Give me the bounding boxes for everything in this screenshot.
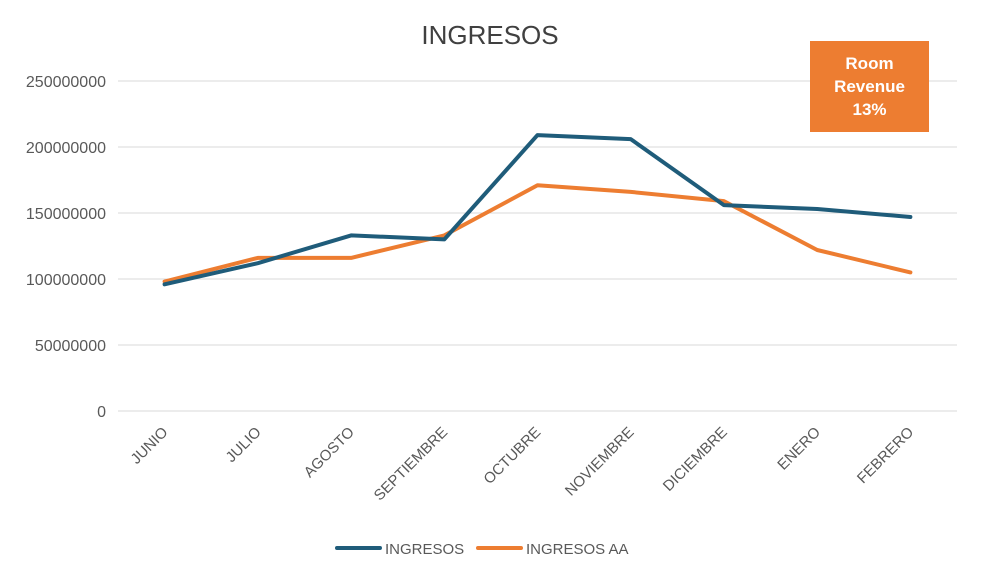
legend-label-ingresos-aa: INGRESOS AA	[526, 541, 629, 558]
x-tick-label: ENERO	[774, 424, 824, 474]
y-tick-label: 250000000	[26, 74, 106, 91]
y-tick-label: 150000000	[26, 206, 106, 223]
x-axis-ticks: JUNIO JULIO AGOSTO SEPTIEMBRE OCTUBRE NOVIEMB…	[128, 424, 918, 504]
x-tick-label: AGOSTO	[301, 424, 358, 481]
x-tick-label: JUNIO	[128, 424, 172, 468]
legend: INGRESOS INGRESOS AA	[335, 541, 629, 558]
series-line-ingresos	[162, 133, 913, 287]
legend-label-ingresos: INGRESOS	[385, 541, 464, 558]
y-tick-label: 100000000	[26, 272, 106, 289]
y-tick-label: 50000000	[35, 338, 106, 355]
x-tick-label: SEPTIEMBRE	[371, 424, 451, 504]
chart-title: INGRESOS	[421, 20, 558, 50]
callout-line-2: Revenue	[834, 77, 905, 96]
callout-line-1: Room	[845, 54, 894, 73]
x-tick-label: NOVIEMBRE	[562, 424, 638, 500]
y-axis-ticks: 0 50000000 100000000 150000000 200000000 2500…	[26, 74, 106, 421]
x-tick-label: OCTUBRE	[480, 424, 544, 488]
x-tick-label: DICIEMBRE	[660, 424, 731, 495]
room-revenue-callout: Room Revenue 13%	[810, 41, 929, 132]
x-tick-label: FEBRERO	[854, 424, 917, 487]
callout-line-3: 13%	[852, 100, 887, 119]
x-tick-label: JULIO	[223, 424, 265, 466]
y-tick-label: 200000000	[26, 140, 106, 157]
series-group	[162, 133, 913, 287]
series-line-ingresos-aa	[162, 183, 913, 284]
y-tick-label: 0	[97, 404, 106, 421]
